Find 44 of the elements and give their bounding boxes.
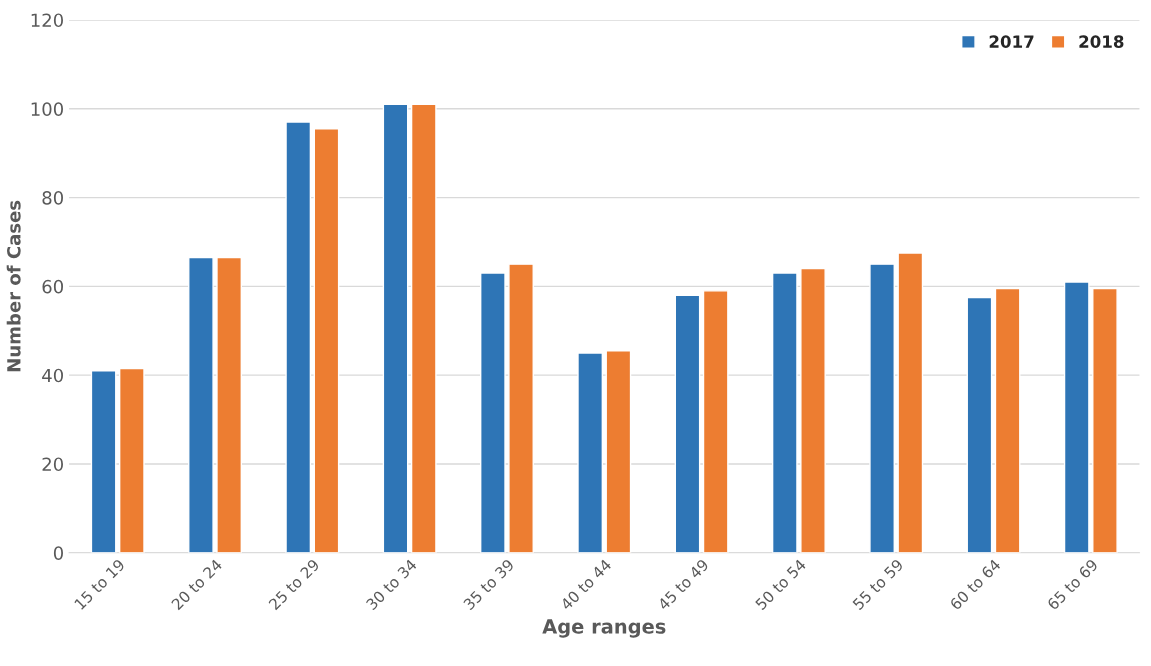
bar xyxy=(479,272,506,553)
bar xyxy=(188,256,214,553)
x-axis-title: Age ranges xyxy=(542,619,666,638)
bar xyxy=(994,287,1021,553)
bar xyxy=(313,128,340,553)
bar xyxy=(508,263,534,553)
x-tick-label: 30 to 34 xyxy=(365,558,418,611)
y-tick-label: 120 xyxy=(31,13,63,28)
bar xyxy=(1092,287,1118,553)
legend-label: 2018 xyxy=(1079,35,1124,48)
bar xyxy=(410,103,437,553)
x-tick-label: 65 to 69 xyxy=(1046,558,1099,611)
bar xyxy=(897,252,924,553)
bar xyxy=(800,267,826,553)
bar xyxy=(216,256,242,553)
bar xyxy=(90,370,117,553)
legend-label: 2017 xyxy=(989,35,1034,48)
bar xyxy=(285,121,312,553)
x-tick-label: 40 to 44 xyxy=(559,558,613,611)
x-tick-label: 50 to 54 xyxy=(754,558,807,611)
y-axis-title: Number of Cases xyxy=(6,200,21,372)
bar xyxy=(605,350,632,553)
bar xyxy=(966,296,993,553)
y-tick-label: 100 xyxy=(31,102,63,116)
bar xyxy=(771,272,798,553)
x-tick-label: 60 to 64 xyxy=(949,558,1002,611)
y-tick-label: 40 xyxy=(42,368,63,383)
x-tick-label: 55 to 59 xyxy=(852,558,904,611)
x-tick-label: 45 to 49 xyxy=(657,558,710,611)
bar xyxy=(674,294,701,553)
bar xyxy=(702,290,729,553)
bar xyxy=(1063,281,1090,553)
x-tick-label: 15 to 19 xyxy=(73,558,126,611)
y-tick-label: 60 xyxy=(42,279,63,294)
x-tick-label: 20 to 24 xyxy=(170,558,223,611)
bar xyxy=(118,367,145,553)
bar xyxy=(869,263,895,553)
y-tick-label: 20 xyxy=(42,457,63,472)
bar xyxy=(382,103,409,553)
bar xyxy=(577,352,604,553)
y-tick-label: 0 xyxy=(53,546,63,560)
x-tick-label: 25 to 29 xyxy=(268,558,320,611)
x-tick-label: 35 to 39 xyxy=(462,558,515,611)
y-tick-label: 80 xyxy=(42,191,63,205)
